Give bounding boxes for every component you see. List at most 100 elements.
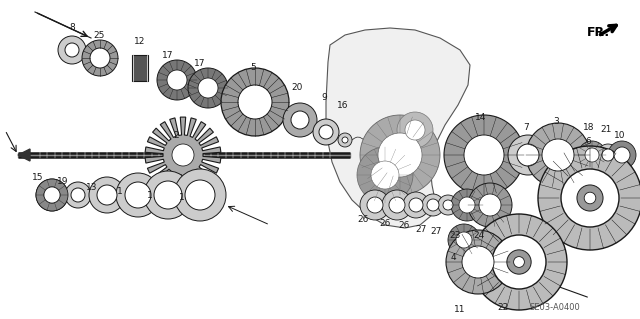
Circle shape bbox=[526, 123, 590, 187]
Circle shape bbox=[313, 119, 339, 145]
Text: 27: 27 bbox=[430, 227, 442, 236]
Circle shape bbox=[448, 224, 480, 256]
Circle shape bbox=[403, 192, 429, 218]
Circle shape bbox=[167, 70, 187, 90]
Circle shape bbox=[508, 135, 548, 175]
Circle shape bbox=[464, 135, 504, 175]
Circle shape bbox=[585, 148, 599, 162]
Text: 24: 24 bbox=[474, 231, 484, 240]
Circle shape bbox=[378, 133, 422, 177]
Circle shape bbox=[82, 40, 118, 76]
Circle shape bbox=[283, 103, 317, 137]
Circle shape bbox=[468, 183, 512, 227]
Circle shape bbox=[116, 173, 160, 217]
Circle shape bbox=[561, 169, 619, 227]
Circle shape bbox=[597, 144, 619, 166]
Circle shape bbox=[71, 188, 85, 202]
Text: 19: 19 bbox=[57, 177, 68, 187]
Circle shape bbox=[542, 139, 574, 171]
Circle shape bbox=[492, 235, 546, 289]
Circle shape bbox=[507, 250, 531, 274]
Circle shape bbox=[367, 197, 383, 213]
Text: 11: 11 bbox=[454, 306, 466, 315]
Circle shape bbox=[198, 78, 218, 98]
Text: SE03-A0400: SE03-A0400 bbox=[530, 303, 580, 313]
Polygon shape bbox=[18, 149, 30, 161]
Circle shape bbox=[577, 185, 603, 211]
Circle shape bbox=[97, 185, 117, 205]
Text: 23: 23 bbox=[449, 232, 461, 241]
Circle shape bbox=[538, 146, 640, 250]
Circle shape bbox=[238, 85, 272, 119]
Text: 18: 18 bbox=[583, 123, 595, 132]
Circle shape bbox=[188, 68, 228, 108]
Circle shape bbox=[174, 169, 226, 221]
Text: 1: 1 bbox=[147, 190, 153, 199]
Circle shape bbox=[44, 187, 60, 203]
Text: 17: 17 bbox=[163, 51, 173, 61]
Text: 1: 1 bbox=[179, 194, 185, 203]
Circle shape bbox=[338, 133, 352, 147]
Text: 20: 20 bbox=[291, 84, 303, 93]
Text: 1: 1 bbox=[117, 188, 123, 197]
Text: 9: 9 bbox=[321, 93, 327, 102]
Bar bbox=[132, 55, 148, 81]
Circle shape bbox=[342, 137, 348, 143]
Text: 26: 26 bbox=[398, 221, 410, 231]
Text: 16: 16 bbox=[337, 100, 349, 109]
Circle shape bbox=[443, 200, 453, 210]
Circle shape bbox=[584, 192, 596, 204]
Circle shape bbox=[360, 190, 390, 220]
Circle shape bbox=[444, 115, 524, 195]
Text: 10: 10 bbox=[614, 130, 626, 139]
Text: 27: 27 bbox=[415, 225, 427, 234]
Circle shape bbox=[90, 48, 110, 68]
Circle shape bbox=[172, 144, 194, 166]
Circle shape bbox=[157, 60, 197, 100]
Circle shape bbox=[89, 177, 125, 213]
Circle shape bbox=[517, 144, 539, 166]
Text: 4: 4 bbox=[450, 254, 456, 263]
Circle shape bbox=[451, 189, 483, 221]
Circle shape bbox=[36, 179, 68, 211]
Circle shape bbox=[614, 147, 630, 163]
Circle shape bbox=[397, 112, 433, 148]
Polygon shape bbox=[145, 117, 221, 193]
Polygon shape bbox=[326, 28, 470, 228]
Circle shape bbox=[65, 43, 79, 57]
Circle shape bbox=[154, 181, 182, 209]
Circle shape bbox=[422, 194, 444, 216]
Circle shape bbox=[409, 198, 423, 212]
Circle shape bbox=[185, 180, 215, 210]
Circle shape bbox=[479, 194, 501, 216]
Circle shape bbox=[371, 161, 399, 189]
Circle shape bbox=[357, 147, 413, 203]
Text: 17: 17 bbox=[195, 58, 205, 68]
Circle shape bbox=[446, 230, 510, 294]
Circle shape bbox=[44, 187, 60, 203]
Text: 5: 5 bbox=[250, 63, 256, 72]
Circle shape bbox=[602, 149, 614, 161]
Text: 7: 7 bbox=[523, 123, 529, 132]
Text: 26: 26 bbox=[357, 216, 369, 225]
Text: 12: 12 bbox=[134, 38, 146, 47]
Circle shape bbox=[608, 141, 636, 169]
Circle shape bbox=[221, 68, 289, 136]
Circle shape bbox=[65, 182, 91, 208]
Circle shape bbox=[360, 115, 440, 195]
Text: 14: 14 bbox=[476, 114, 486, 122]
Circle shape bbox=[459, 197, 475, 213]
Text: 2: 2 bbox=[173, 130, 179, 139]
Circle shape bbox=[405, 120, 425, 140]
Circle shape bbox=[58, 36, 86, 64]
Circle shape bbox=[389, 197, 405, 213]
Text: 22: 22 bbox=[497, 303, 509, 313]
Circle shape bbox=[319, 125, 333, 139]
Circle shape bbox=[456, 232, 472, 248]
Circle shape bbox=[144, 171, 192, 219]
Text: 8: 8 bbox=[69, 24, 75, 33]
Circle shape bbox=[514, 256, 524, 267]
Text: 15: 15 bbox=[32, 174, 44, 182]
Circle shape bbox=[291, 111, 309, 129]
Circle shape bbox=[438, 195, 458, 215]
